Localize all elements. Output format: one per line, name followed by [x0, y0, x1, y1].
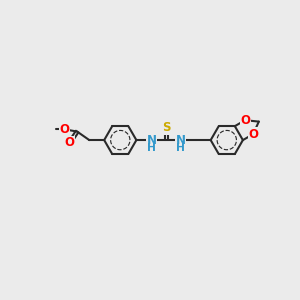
- Text: O: O: [240, 114, 250, 127]
- Text: N: N: [176, 134, 185, 147]
- Text: O: O: [65, 136, 75, 149]
- Text: N: N: [147, 134, 157, 147]
- Text: S: S: [162, 121, 170, 134]
- Text: O: O: [59, 123, 70, 136]
- Text: H: H: [176, 143, 185, 153]
- Text: H: H: [147, 143, 156, 153]
- Text: O: O: [248, 128, 258, 141]
